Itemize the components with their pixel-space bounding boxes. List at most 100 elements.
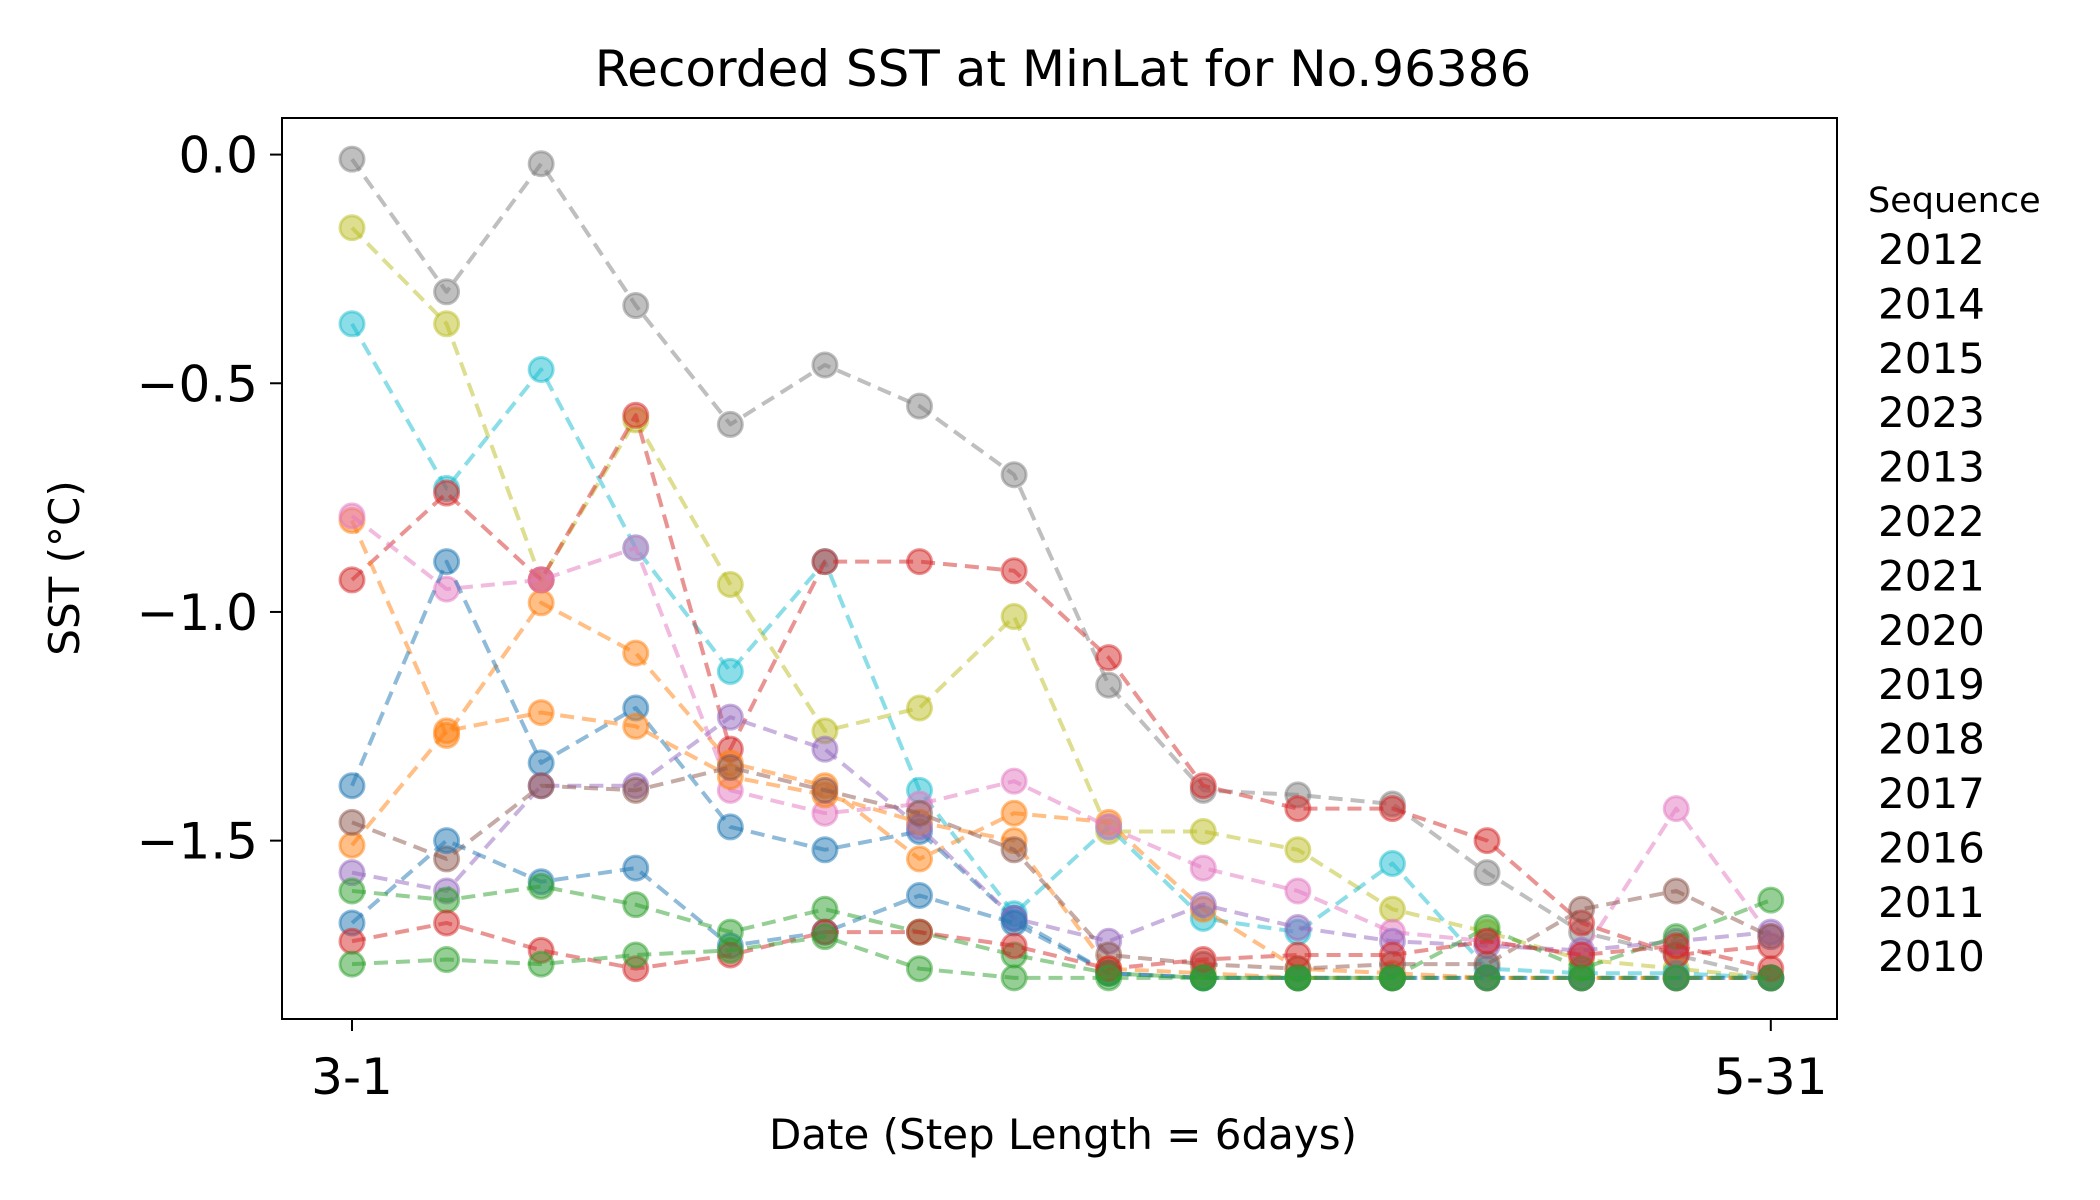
y-axis: 0.0 −0.5 −1.0 −1.5 — [137, 127, 282, 871]
data-point — [338, 950, 366, 978]
data-point — [622, 941, 650, 969]
data-point — [527, 356, 555, 384]
data-point — [1284, 795, 1312, 823]
data-point — [527, 872, 555, 900]
series-line — [351, 765, 1772, 971]
data-point — [527, 772, 555, 800]
series-line — [351, 715, 1771, 953]
chart-title: Recorded SST at MinLat for No.96386 — [595, 40, 1532, 98]
legend-entry: 2023 — [1878, 388, 1985, 437]
y-axis-label: SST (°C) — [40, 480, 89, 655]
series-line — [350, 559, 1771, 980]
data-point — [338, 831, 366, 859]
data-point — [811, 735, 839, 763]
data-point — [1378, 849, 1406, 877]
data-point — [1189, 964, 1217, 992]
data-point — [527, 150, 555, 178]
data-point — [338, 214, 366, 242]
data-point — [716, 936, 744, 964]
data-point — [716, 657, 744, 685]
legend-entry: 2017 — [1878, 769, 1985, 818]
data-point — [433, 886, 461, 914]
data-point — [811, 923, 839, 951]
data-point — [716, 410, 744, 438]
legend-entry: 2015 — [1878, 334, 1985, 383]
data-point — [338, 927, 366, 955]
data-point — [338, 772, 366, 800]
data-point — [811, 895, 839, 923]
data-point — [906, 799, 934, 827]
data-point — [1189, 891, 1217, 919]
legend-entry: 2018 — [1878, 715, 1985, 764]
y-tick-label: 0.0 — [178, 127, 258, 185]
data-point — [1378, 964, 1406, 992]
series-line — [350, 158, 1772, 980]
legend-entry: 2014 — [1878, 279, 1985, 328]
legend-entry: 2012 — [1878, 225, 1985, 274]
data-point — [527, 749, 555, 777]
data-point — [527, 589, 555, 617]
legend: Sequence 2012 2014 2015 2023 2013 2022 2021 202… — [1868, 181, 2041, 981]
data-point — [811, 351, 839, 379]
data-point — [338, 145, 366, 173]
data-point — [1000, 767, 1028, 795]
data-point — [906, 882, 934, 910]
data-point — [433, 310, 461, 338]
data-point — [622, 776, 650, 804]
data-point — [1568, 941, 1596, 969]
series-line — [350, 838, 1771, 980]
data-point — [906, 392, 934, 420]
series-line — [350, 514, 1773, 957]
legend-entry: 2022 — [1878, 497, 1985, 546]
data-point — [622, 639, 650, 667]
data-point — [338, 566, 366, 594]
data-point — [906, 955, 934, 983]
series-line — [350, 413, 1771, 957]
data-point — [1189, 772, 1217, 800]
data-point — [338, 502, 366, 530]
data-point — [1473, 964, 1501, 992]
data-point — [1662, 877, 1690, 905]
data-point — [527, 950, 555, 978]
data-point — [527, 566, 555, 594]
data-point — [1757, 923, 1785, 951]
series-2014 — [338, 214, 1785, 992]
data-point — [1284, 964, 1312, 992]
data-point — [1378, 941, 1406, 969]
data-point — [1095, 813, 1123, 841]
data-point — [433, 946, 461, 974]
data-point — [906, 845, 934, 873]
data-point — [811, 776, 839, 804]
data-point — [1095, 964, 1123, 992]
data-point — [1000, 603, 1028, 631]
data-point — [1095, 671, 1123, 699]
data-point — [1000, 909, 1028, 937]
data-point — [1284, 877, 1312, 905]
data-point — [1284, 836, 1312, 864]
y-tick-label: −0.5 — [137, 355, 258, 413]
data-point — [1000, 557, 1028, 585]
data-point — [906, 918, 934, 946]
data-point — [433, 909, 461, 937]
legend-entry: 2010 — [1878, 932, 1985, 981]
data-point — [338, 808, 366, 836]
data-point — [1000, 799, 1028, 827]
data-point — [1189, 854, 1217, 882]
data-point — [811, 548, 839, 576]
series-2010 — [338, 923, 1785, 992]
legend-entry: 2016 — [1878, 823, 1985, 872]
data-point — [527, 699, 555, 727]
data-point — [338, 310, 366, 338]
data-point — [1378, 795, 1406, 823]
data-point — [622, 534, 650, 562]
data-point — [1473, 927, 1501, 955]
series-2022 — [338, 502, 1785, 969]
data-point — [1284, 914, 1312, 942]
data-point — [1000, 836, 1028, 864]
data-point — [1473, 859, 1501, 887]
data-point — [1000, 964, 1028, 992]
series-2012 — [338, 145, 1785, 992]
data-point — [716, 813, 744, 841]
series-line — [350, 710, 1771, 980]
